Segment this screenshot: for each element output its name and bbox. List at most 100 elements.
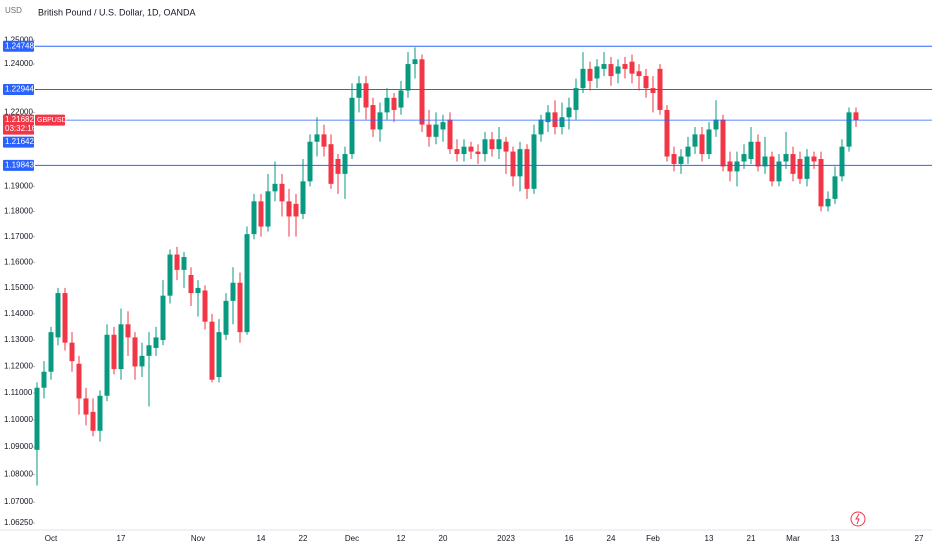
- x-tick-label: 13: [705, 534, 714, 543]
- candle-body: [216, 332, 222, 378]
- candle-body: [69, 342, 75, 362]
- level-label: 1.22944: [5, 85, 34, 94]
- price-label-box: [3, 136, 34, 148]
- candle-body: [174, 254, 180, 270]
- chart-title: British Pound / U.S. Dollar, 1D, OANDA: [38, 7, 196, 17]
- candle-body: [468, 146, 474, 152]
- candle-body: [244, 234, 250, 333]
- candle-body: [790, 154, 796, 174]
- candle-body: [104, 334, 110, 396]
- alert-bolt: [855, 513, 860, 525]
- candle-body: [419, 59, 425, 125]
- candle-body: [90, 411, 96, 431]
- candle-body: [272, 183, 278, 192]
- symbol: GBPUSD: [37, 117, 67, 124]
- candle-body: [818, 158, 824, 207]
- last-price-box: [3, 114, 34, 135]
- candle-body: [853, 112, 859, 121]
- candle-body: [307, 141, 313, 182]
- candle-body: [496, 139, 502, 150]
- candle-body: [139, 355, 145, 367]
- y-tick-label: 1.12000: [4, 362, 33, 371]
- y-tick-label: 1.15000: [4, 283, 33, 292]
- candle-body: [552, 112, 558, 128]
- candle-body: [531, 134, 537, 189]
- candle-body: [769, 156, 775, 182]
- candle-body: [265, 191, 271, 227]
- candle-body: [447, 119, 453, 150]
- candle-body: [608, 64, 614, 77]
- candle-body: [293, 203, 299, 217]
- candle-body: [706, 129, 712, 155]
- y-tick-label: 1.10000: [4, 415, 33, 424]
- candle-body: [153, 337, 159, 348]
- candle-body: [111, 334, 117, 370]
- currency: USD: [5, 6, 22, 15]
- candle-body: [846, 112, 852, 147]
- candle-body: [615, 66, 621, 74]
- candle-body: [678, 156, 684, 164]
- candle-body: [230, 282, 236, 301]
- candle-body: [482, 139, 488, 155]
- candle-body: [363, 83, 369, 108]
- level-label-box: [3, 159, 34, 171]
- y-tick-label: 1.08000: [4, 470, 33, 479]
- level-label: 1.19843: [5, 160, 34, 169]
- y-tick-label: 1.24000: [4, 59, 33, 68]
- candle-body: [83, 398, 89, 415]
- y-tick-label: 1.17000: [4, 232, 33, 241]
- candle-body: [76, 363, 82, 399]
- x-tick-label: Mar: [786, 534, 800, 543]
- candle-body: [48, 332, 54, 372]
- countdown: 03:32:16: [5, 124, 37, 133]
- candle-body: [97, 395, 103, 431]
- candle-body: [524, 149, 530, 189]
- x-tick-label: 21: [747, 534, 756, 543]
- candle-body: [41, 371, 47, 388]
- candle-body: [797, 158, 803, 179]
- candle-body: [195, 287, 201, 294]
- candle-body: [335, 158, 341, 174]
- y-tick-label: 1.06250: [4, 518, 33, 527]
- candle-body: [538, 119, 544, 135]
- alert-icon[interactable]: [850, 511, 866, 527]
- candle-body: [440, 122, 446, 130]
- x-tick-label: Feb: [646, 534, 660, 543]
- candle-body: [223, 300, 229, 335]
- candle-body: [727, 161, 733, 172]
- candle-body: [825, 198, 831, 207]
- candle-body: [209, 321, 215, 380]
- candle-body: [776, 161, 782, 182]
- candle-body: [237, 282, 243, 333]
- candle-body: [461, 146, 467, 155]
- candle-body: [783, 154, 789, 162]
- candle-body: [755, 141, 761, 167]
- candle-body: [475, 151, 481, 155]
- y-tick-label: 1.14000: [4, 309, 33, 318]
- candle-body: [125, 324, 131, 338]
- x-tick-label: Nov: [191, 534, 205, 543]
- candle-body: [188, 275, 194, 294]
- candle-body: [503, 141, 509, 152]
- candle-body: [601, 64, 607, 69]
- candle-body: [412, 59, 418, 65]
- candle-body: [398, 90, 404, 108]
- x-tick-label: 16: [565, 534, 574, 543]
- y-tick-label: 1.09000: [4, 442, 33, 451]
- x-tick-label: Dec: [345, 534, 359, 543]
- candle-body: [489, 139, 495, 150]
- candle-body: [734, 161, 740, 172]
- candle-body: [517, 149, 523, 177]
- candle-body: [748, 141, 754, 159]
- y-tick-label: 1.16000: [4, 257, 33, 266]
- x-tick-label: 13: [831, 534, 840, 543]
- candle-body: [391, 97, 397, 110]
- x-tick-label: 24: [607, 534, 616, 543]
- candle-body: [258, 201, 264, 227]
- candle-body: [384, 97, 390, 113]
- candle-body: [279, 183, 285, 202]
- candle-body: [671, 154, 677, 164]
- candle-body: [622, 64, 628, 69]
- candle-body: [349, 97, 355, 155]
- candle-body: [356, 83, 362, 98]
